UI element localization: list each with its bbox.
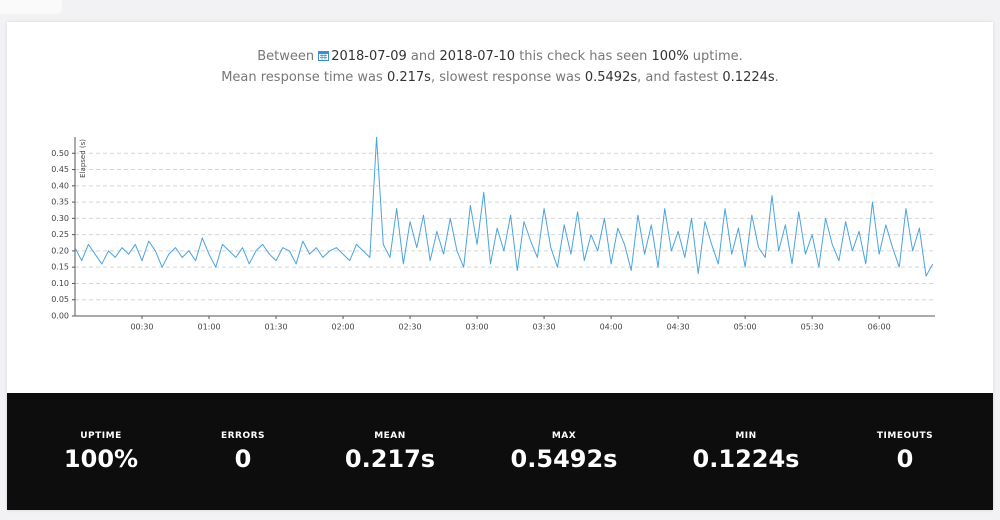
summary-value: 0.1224s [722, 70, 775, 85]
stat: MEAN 0.217s [310, 431, 470, 473]
stat-value: 0 [896, 445, 914, 473]
series-line [74, 136, 934, 277]
stat-value: 0.1224s [692, 445, 800, 473]
tab [0, 0, 62, 14]
y-tick-label: 0.10 [51, 279, 69, 288]
x-tick-label: 06:00 [868, 323, 891, 332]
x-tick-label: 03:30 [533, 323, 556, 332]
stat-value: 0.5492s [510, 445, 618, 473]
stat-label: MEAN [374, 431, 406, 441]
summary-text: this check has seen [515, 49, 652, 64]
summary-text: , slowest response was [430, 70, 585, 85]
summary-text: Mean response time was [221, 70, 387, 85]
y-axis-label: Elapsed (s) [79, 139, 87, 178]
stat-label: UPTIME [80, 431, 122, 441]
summary-text: uptime. [688, 49, 743, 64]
summary-value: 2018-07-09 [331, 49, 407, 64]
x-tick-label: 02:00 [332, 323, 355, 332]
summary-line: Between 2018-07-09 and 2018-07-10 this c… [7, 46, 993, 67]
stat-label: MIN [735, 431, 757, 441]
stat: MIN 0.1224s [666, 431, 826, 473]
summary-value: 0.217s [386, 70, 431, 85]
stats-bar: UPTIME 100% ERRORS 0 MEAN 0.217s MAX 0.5492s MIN… [7, 393, 993, 510]
chart: 0.00 0.05 0.10 0.15 0.20 0.25 0.30 0.35 0.40 0.45… [51, 136, 935, 332]
x-tick-label: 00:30 [130, 323, 153, 332]
stat-value: 0 [234, 445, 252, 473]
x-tick-label: 05:30 [801, 323, 824, 332]
x-tick-label: 01:00 [197, 323, 220, 332]
x-tick-label: 02:30 [399, 323, 422, 332]
summary-text: . [774, 70, 779, 85]
y-tick-label: 0.00 [51, 312, 69, 321]
y-tick-label: 0.05 [51, 295, 69, 304]
y-tick-label: 0.30 [51, 214, 69, 223]
x-tick-label: 04:30 [667, 323, 690, 332]
summary-text: Between [257, 49, 319, 64]
stat: UPTIME 100% [21, 431, 181, 473]
summary: Between 2018-07-09 and 2018-07-10 this c… [7, 46, 993, 88]
stat-label: TIMEOUTS [876, 431, 934, 441]
y-tick-label: 0.35 [51, 198, 69, 207]
summary-line: Mean response time was 0.217s, slowest r… [7, 67, 993, 88]
x-tick-label: 03:00 [466, 323, 489, 332]
y-tick-label: 0.25 [51, 230, 69, 239]
stat: ERRORS 0 [163, 431, 323, 473]
x-tick-label: 01:30 [265, 323, 288, 332]
y-tick-label: 0.20 [51, 246, 69, 255]
summary-text: and [406, 49, 440, 64]
y-tick-label: 0.45 [51, 165, 69, 174]
card: Between 2018-07-09 and 2018-07-10 this c… [7, 22, 993, 510]
stat-label: MAX [551, 431, 577, 441]
summary-value: 2018-07-10 [439, 49, 516, 64]
stat-value: 0.217s [344, 445, 436, 473]
summary-text: , and fastest [637, 70, 723, 85]
stat: TIMEOUTS 0 [825, 431, 985, 473]
y-tick-label: 0.50 [51, 149, 69, 158]
summary-value: 0.5492s [584, 70, 638, 85]
y-tick-label: 0.15 [51, 263, 69, 272]
y-tick-label: 0.40 [51, 181, 69, 190]
stat-value: 100% [63, 445, 139, 473]
calendar-icon [318, 51, 330, 61]
x-tick-label: 05:00 [734, 323, 757, 332]
stat: MAX 0.5492s [484, 431, 644, 473]
x-tick-label: 04:00 [600, 323, 623, 332]
stat-label: ERRORS [220, 431, 266, 441]
summary-value: 100% [651, 49, 689, 64]
